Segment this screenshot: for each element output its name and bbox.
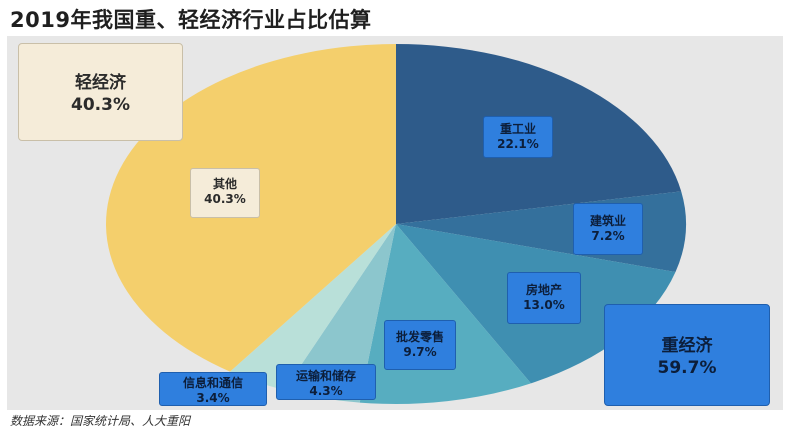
- slice-name: 运输和储存: [295, 369, 356, 383]
- slice-label-real-estate: 房地产 13.0%: [507, 272, 581, 324]
- slice-value: 13.0%: [523, 298, 565, 312]
- slice-value: 7.2%: [591, 229, 625, 243]
- pie-slice-transport-storage: [284, 224, 396, 403]
- heavy-economy-name: 重经济: [661, 336, 713, 356]
- slice-label-heavy-industry: 重工业 22.1%: [483, 116, 553, 158]
- light-economy-name: 轻经济: [75, 73, 126, 93]
- chart-panel: 轻经济 40.3% 重经济 59.7% 重工业 22.1% 建筑业 7.2% 房…: [7, 36, 783, 410]
- slice-label-construction: 建筑业 7.2%: [573, 203, 643, 255]
- slice-name: 建筑业: [589, 214, 626, 228]
- slice-value: 9.7%: [403, 345, 437, 359]
- slice-value: 22.1%: [497, 137, 539, 151]
- slice-name: 其他: [212, 177, 237, 191]
- chart-title: 2019年我国重、轻经济行业占比估算: [10, 8, 372, 32]
- slice-name: 重工业: [499, 122, 536, 136]
- slice-value: 4.3%: [309, 384, 343, 398]
- slice-name: 信息和通信: [182, 376, 243, 390]
- light-economy-box: 轻经济 40.3%: [18, 43, 183, 141]
- slice-label-wholesale-retail: 批发零售 9.7%: [384, 320, 456, 370]
- light-economy-value: 40.3%: [71, 95, 130, 116]
- slice-value: 40.3%: [204, 192, 246, 206]
- slice-name: 房地产: [525, 283, 562, 297]
- heavy-economy-box: 重经济 59.7%: [604, 304, 770, 406]
- slice-value: 3.4%: [196, 391, 230, 405]
- data-source: 数据来源：国家统计局、人大重阳: [10, 414, 191, 428]
- heavy-economy-value: 59.7%: [657, 358, 717, 379]
- slice-label-other: 其他 40.3%: [190, 168, 260, 218]
- slice-label-transport-storage: 运输和储存 4.3%: [276, 364, 376, 400]
- slice-label-info-communication: 信息和通信 3.4%: [159, 372, 267, 406]
- pie-slice-info-communication: [229, 224, 396, 391]
- slice-name: 批发零售: [395, 330, 444, 344]
